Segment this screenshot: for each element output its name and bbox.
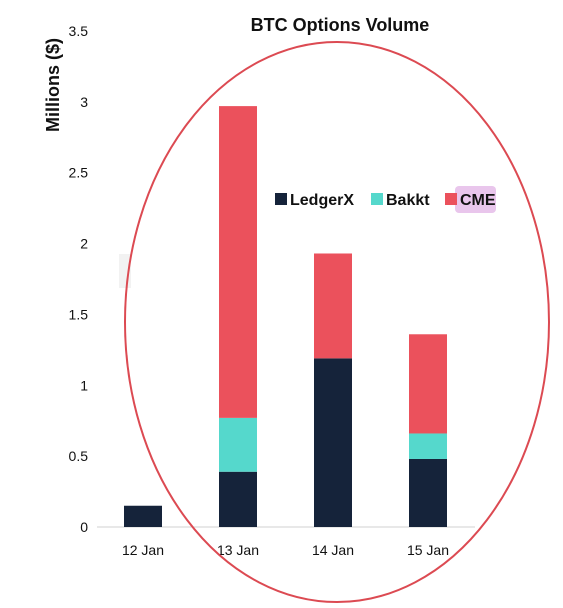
legend: LedgerX Bakkt CME — [275, 186, 496, 213]
chart-title: BTC Options Volume — [251, 15, 430, 35]
bar-ledgerx-12-jan — [124, 505, 162, 527]
bar-cme-14-jan — [314, 253, 352, 359]
x-tick-label: 13 Jan — [217, 542, 259, 558]
x-axis-ticks: 12 Jan 13 Jan 14 Jan 15 Jan — [122, 542, 449, 558]
y-tick-label: 1 — [80, 377, 88, 393]
y-axis-label: Millions ($) — [43, 38, 63, 132]
bar-bakkt-13-jan — [219, 417, 257, 472]
highlight-ellipse — [124, 41, 550, 603]
x-tick-label: 12 Jan — [122, 542, 164, 558]
legend-label-ledgerx: LedgerX — [290, 192, 354, 209]
y-axis-ticks: 0 0.5 1 1.5 2 2.5 3 3.5 — [69, 23, 89, 535]
bar-cme-15-jan — [409, 334, 447, 434]
bars — [124, 106, 447, 527]
bar-ledgerx-13-jan — [219, 471, 257, 527]
bar-cme-13-jan — [219, 106, 257, 418]
legend-swatch-bakkt — [371, 193, 383, 205]
y-tick-label: 0 — [80, 519, 88, 535]
bar-ledgerx-15-jan — [409, 458, 447, 527]
y-tick-label: 0.5 — [69, 448, 89, 464]
y-tick-label: 1.5 — [69, 306, 89, 322]
x-tick-label: 14 Jan — [312, 542, 354, 558]
x-tick-label: 15 Jan — [407, 542, 449, 558]
y-tick-label: 2 — [80, 236, 88, 252]
bar-bakkt-15-jan — [409, 433, 447, 459]
legend-label-cme: CME — [460, 192, 496, 209]
legend-label-bakkt: Bakkt — [386, 192, 430, 209]
bar-ledgerx-14-jan — [314, 358, 352, 527]
legend-swatch-cme — [445, 193, 457, 205]
y-tick-label: 3.5 — [69, 23, 89, 39]
y-tick-label: 2.5 — [69, 165, 89, 181]
legend-swatch-ledgerx — [275, 193, 287, 205]
legend-highlight — [455, 186, 496, 213]
y-tick-label: 3 — [80, 94, 88, 110]
